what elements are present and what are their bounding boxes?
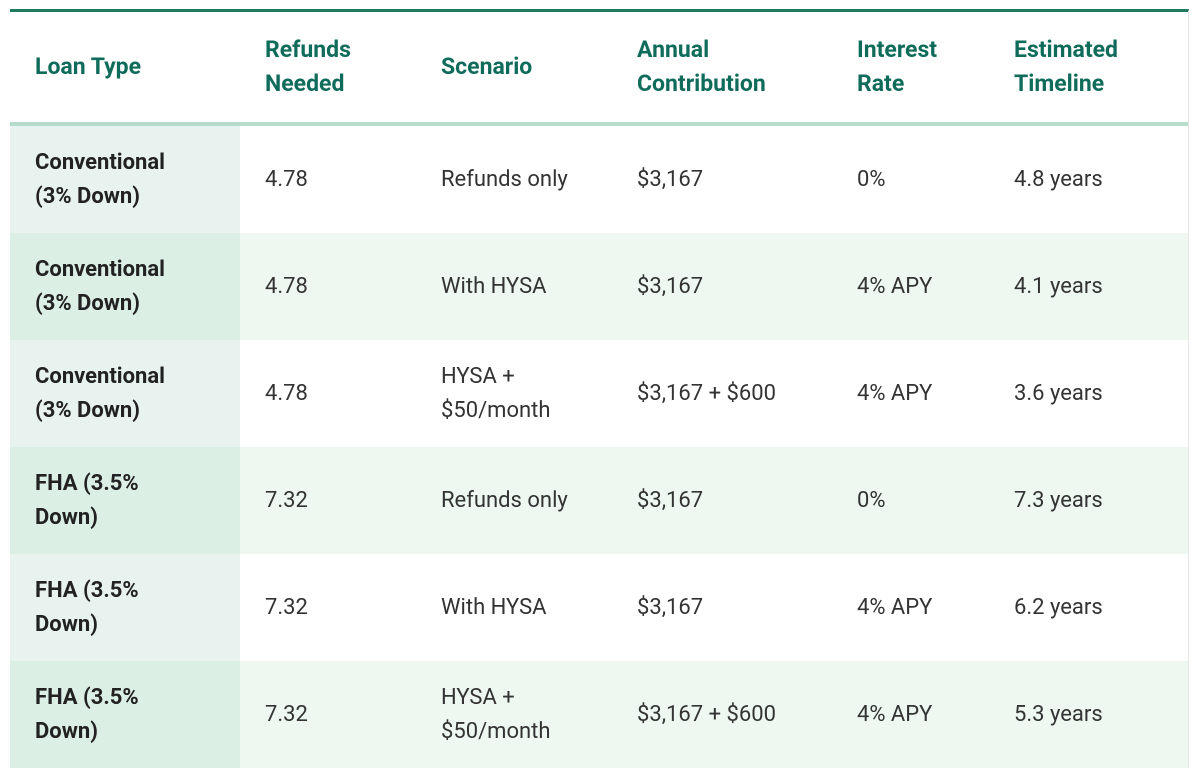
table-cell: 0% — [832, 447, 989, 554]
table-cell: 4.78 — [240, 340, 416, 447]
table-cell: 4% APY — [832, 661, 989, 768]
loan-type-cell: FHA (3.5% Down) — [10, 554, 240, 661]
table-cell: 6.2 years — [989, 554, 1188, 661]
header-text: Estimated Timeline — [1014, 36, 1119, 97]
table-body: Conventional (3% Down) 4.78 Refunds only $3… — [10, 124, 1188, 768]
cell-text: FHA (3.5% Down) — [35, 470, 139, 530]
table-cell: With HYSA — [416, 554, 612, 661]
cell-text: $3,167 — [637, 487, 704, 513]
table-row: Conventional (3% Down) 4.78 HYSA + $50/mon… — [10, 340, 1188, 447]
table-cell: $3,167 — [612, 233, 832, 340]
table-cell: 0% — [832, 124, 989, 233]
table-cell: HYSA + $50/month — [416, 661, 612, 768]
cell-text: $3,167 — [637, 273, 704, 299]
table-cell: 4% APY — [832, 340, 989, 447]
cell-text: $3,167 — [637, 166, 704, 192]
table-cell: 4.78 — [240, 233, 416, 340]
table-cell: With HYSA — [416, 233, 612, 340]
cell-text: 4% APY — [857, 594, 933, 620]
table-cell: 4.78 — [240, 124, 416, 233]
cell-text: Refunds only — [441, 487, 568, 513]
loan-table: Loan Type Refunds Needed Scenario Annual Co… — [10, 12, 1188, 768]
table-cell: 4% APY — [832, 554, 989, 661]
cell-text: 4.78 — [265, 273, 308, 299]
table-cell: 4.1 years — [989, 233, 1188, 340]
table-cell: 4.8 years — [989, 124, 1188, 233]
header-cell: Loan Type — [10, 12, 240, 126]
cell-text: Conventional (3% Down) — [35, 149, 165, 209]
table-cell: 4% APY — [832, 233, 989, 340]
cell-text: FHA (3.5% Down) — [35, 577, 139, 637]
cell-text: Refunds only — [441, 166, 568, 192]
table-cell: HYSA + $50/month — [416, 340, 612, 447]
cell-text: With HYSA — [441, 594, 547, 620]
header-row: Loan Type Refunds Needed Scenario Annual Co… — [10, 12, 1188, 126]
loan-type-cell: Conventional (3% Down) — [10, 340, 240, 447]
table-cell: 5.3 years — [989, 661, 1188, 768]
cell-text: 3.6 years — [1014, 380, 1103, 406]
table-cell: $3,167 + $600 — [612, 340, 832, 447]
header-text: Loan Type — [35, 53, 142, 80]
cell-text: HYSA + $50/month — [441, 363, 551, 423]
table-cell: 7.32 — [240, 554, 416, 661]
cell-text: Conventional (3% Down) — [35, 256, 165, 316]
header-cell: Estimated Timeline — [989, 12, 1188, 126]
table-container: Loan Type Refunds Needed Scenario Annual Co… — [10, 9, 1189, 768]
table-row: FHA (3.5% Down) 7.32 Refunds only $3,167 0% 7… — [10, 447, 1188, 554]
loan-type-cell: Conventional (3% Down) — [10, 233, 240, 340]
cell-text: $3,167 + $600 — [637, 701, 777, 727]
table-cell: 7.32 — [240, 661, 416, 768]
cell-text: $3,167 + $600 — [637, 380, 777, 406]
cell-text: Conventional (3% Down) — [35, 363, 165, 423]
table-cell: $3,167 — [612, 554, 832, 661]
header-text: Scenario — [441, 53, 533, 80]
header-cell: Refunds Needed — [240, 12, 416, 126]
cell-text: 4% APY — [857, 701, 933, 727]
cell-text: 0% — [857, 166, 886, 192]
cell-text: With HYSA — [441, 273, 547, 299]
header-cell: Interest Rate — [832, 12, 989, 126]
table-cell: 3.6 years — [989, 340, 1188, 447]
cell-text: 7.32 — [265, 701, 308, 727]
header-text: Refunds Needed — [265, 36, 351, 97]
cell-text: 7.32 — [265, 487, 308, 513]
cell-text: 5.3 years — [1014, 701, 1103, 727]
cell-text: FHA (3.5% Down) — [35, 684, 139, 744]
table-cell: $3,167 — [612, 447, 832, 554]
cell-text: 0% — [857, 487, 886, 513]
table-row: FHA (3.5% Down) 7.32 With HYSA $3,167 4% APY… — [10, 554, 1188, 661]
cell-text: 6.2 years — [1014, 594, 1103, 620]
cell-text: 7.32 — [265, 594, 308, 620]
table-cell: Refunds only — [416, 124, 612, 233]
table-row: FHA (3.5% Down) 7.32 HYSA + $50/month $3,16… — [10, 661, 1188, 768]
cell-text: $3,167 — [637, 594, 704, 620]
cell-text: 4.78 — [265, 380, 308, 406]
table-cell: 7.3 years — [989, 447, 1188, 554]
cell-text: HYSA + $50/month — [441, 684, 551, 744]
header-cell: Annual Contribution — [612, 12, 832, 126]
table-row: Conventional (3% Down) 4.78 Refunds only $3… — [10, 124, 1188, 233]
cell-text: 4.78 — [265, 166, 308, 192]
table-cell: $3,167 + $600 — [612, 661, 832, 768]
cell-text: 4% APY — [857, 273, 933, 299]
table-row: Conventional (3% Down) 4.78 With HYSA $3,16… — [10, 233, 1188, 340]
cell-text: 4% APY — [857, 380, 933, 406]
loan-type-cell: Conventional (3% Down) — [10, 124, 240, 233]
header-cell: Scenario — [416, 12, 612, 126]
loan-type-cell: FHA (3.5% Down) — [10, 661, 240, 768]
header-text: Annual Contribution — [637, 36, 766, 97]
loan-type-cell: FHA (3.5% Down) — [10, 447, 240, 554]
table-cell: 7.32 — [240, 447, 416, 554]
cell-text: 7.3 years — [1014, 487, 1103, 513]
table-cell: Refunds only — [416, 447, 612, 554]
cell-text: 4.1 years — [1014, 273, 1103, 299]
header-text: Interest Rate — [857, 36, 938, 97]
cell-text: 4.8 years — [1014, 166, 1103, 192]
table-cell: $3,167 — [612, 124, 832, 233]
